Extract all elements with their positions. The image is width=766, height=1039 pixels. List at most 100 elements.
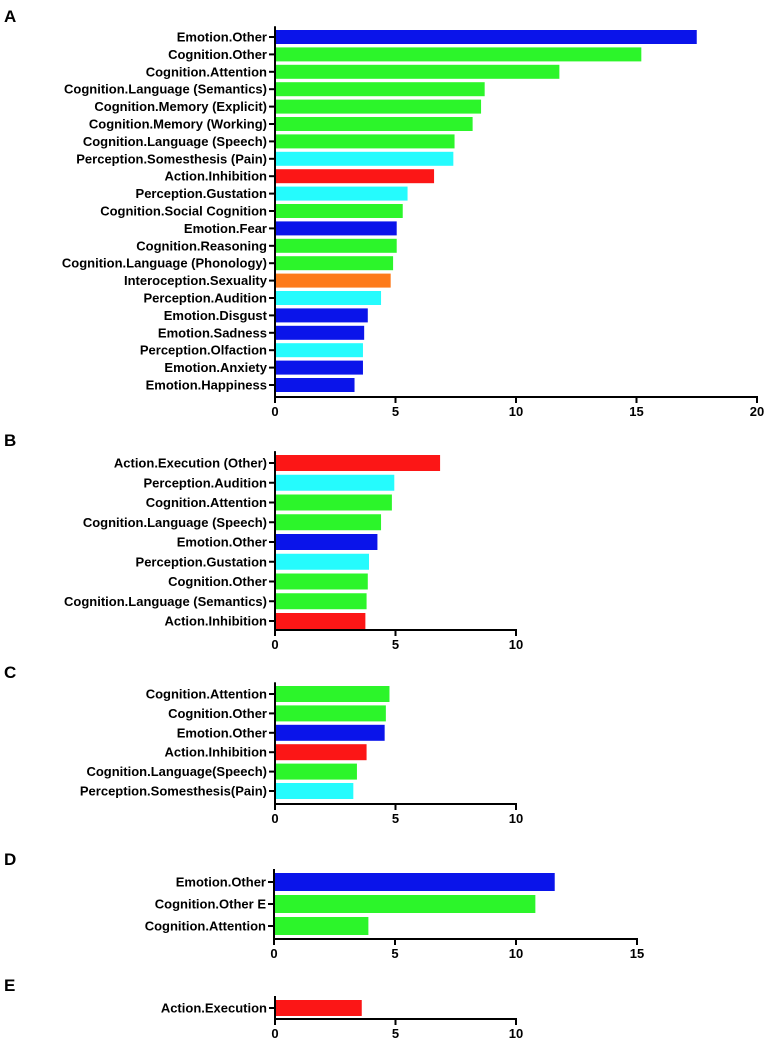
panel-a-bar-6 (275, 117, 473, 131)
panel-a-label-1: Emotion.Other (177, 30, 267, 45)
panel-b-bar-7 (275, 573, 368, 590)
panel-a-letter: A (4, 7, 16, 26)
panel-a-label-7: Cognition.Language (Speech) (83, 134, 267, 149)
panel-a-bar-20 (275, 360, 363, 375)
panel-a-bar-18 (275, 325, 365, 340)
panel-a-label-12: Emotion.Fear (184, 221, 267, 236)
panel-b-label-4: Cognition.Language (Speech) (83, 515, 267, 530)
panel-c-bar-4 (275, 744, 367, 761)
panel-a-xtick-label-4: 15 (629, 404, 643, 419)
panel-a-label-18: Emotion.Sadness (158, 325, 267, 340)
panel-b-bar-4 (275, 514, 382, 531)
panel-c-bar-2 (275, 705, 386, 722)
panel-b-bar-3 (275, 494, 392, 511)
panel-d-label-2: Cognition.Other E (155, 897, 267, 912)
panel-b-bar-5 (275, 534, 378, 550)
panel-b-label-2: Perception.Audition (144, 475, 268, 490)
panel-a-label-10: Perception.Gustation (136, 186, 268, 201)
panel-a-xtick-label-5: 20 (750, 404, 764, 419)
panel-a-bar-4 (275, 82, 485, 97)
panel-a-bar-9 (275, 169, 435, 184)
panel-b-label-7: Cognition.Other (168, 574, 267, 589)
panel-b-label-1: Action.Execution (Other) (114, 456, 267, 471)
panel-c-label-6: Perception.Somesthesis(Pain) (80, 784, 267, 799)
panel-c-label-3: Emotion.Other (177, 725, 267, 740)
panel-a-bar-2 (275, 47, 642, 62)
panel-e-xtick-label-1: 0 (271, 1026, 278, 1039)
panel-a-bar-7 (275, 134, 455, 149)
panel-d-label-1: Emotion.Other (176, 875, 266, 890)
panel-e-letter: E (4, 976, 15, 995)
panel-a-bar-3 (275, 64, 560, 79)
panel-a-bar-16 (275, 291, 382, 305)
panel-a-label-2: Cognition.Other (168, 47, 267, 62)
panel-b-bar-8 (275, 593, 367, 610)
panel-b-bar-2 (275, 474, 395, 491)
panel-a-label-8: Perception.Somesthesis (Pain) (76, 151, 267, 166)
panel-a-label-20: Emotion.Anxiety (164, 360, 267, 375)
panel-c-label-4: Action.Inhibition (164, 745, 267, 760)
panel-c-xtick-label-1: 0 (271, 811, 278, 826)
panel-a-label-13: Cognition.Reasoning (136, 238, 267, 253)
panel-d-xtick-label-3: 10 (509, 946, 523, 961)
panel-b-xtick-label-1: 0 (271, 637, 278, 652)
panel-a-bar-10 (275, 186, 408, 201)
panel-d-xtick-label-4: 15 (630, 946, 644, 961)
panel-a-label-16: Perception.Audition (144, 291, 268, 306)
panel-a-bar-11 (275, 204, 403, 218)
panel-b-label-8: Cognition.Language (Semantics) (64, 594, 267, 609)
panel-a-xtick-label-2: 5 (392, 404, 399, 419)
panel-a-label-3: Cognition.Attention (146, 64, 267, 79)
panel-a-bar-12 (275, 221, 397, 236)
panel-d-xtick-label-1: 0 (270, 946, 277, 961)
panel-c-xtick-label-3: 10 (509, 811, 523, 826)
panel-a-label-21: Emotion.Happiness (146, 378, 267, 393)
panel-c-label-1: Cognition.Attention (146, 687, 267, 702)
panel-a-bar-19 (275, 343, 363, 358)
panel-d-bar-3 (274, 917, 369, 935)
panel-a-xtick-label-1: 0 (271, 404, 278, 419)
panel-b-label-3: Cognition.Attention (146, 495, 267, 510)
panel-d-letter: D (4, 850, 16, 869)
panel-b-xtick-label-3: 10 (509, 637, 523, 652)
panel-d-label-3: Cognition.Attention (145, 919, 266, 934)
panel-a-label-14: Cognition.Language (Phonology) (62, 256, 267, 271)
panel-a-bar-21 (275, 378, 355, 392)
panel-e-label-1: Action.Execution (161, 1001, 267, 1016)
panel-a-bar-17 (275, 308, 368, 323)
panel-c-bar-1 (275, 686, 390, 702)
panel-b-label-9: Action.Inhibition (164, 614, 267, 629)
panel-b-bar-9 (275, 613, 366, 629)
panel-d-xtick-label-2: 5 (391, 946, 398, 961)
panel-d-bar-1 (274, 873, 555, 891)
panel-a-label-17: Emotion.Disgust (164, 308, 268, 323)
panel-d-bar-2 (274, 895, 536, 913)
panel-c-letter: C (4, 663, 16, 682)
panel-b-label-5: Emotion.Other (177, 535, 267, 550)
panel-a-bar-8 (275, 151, 454, 166)
panel-c-bar-5 (275, 763, 357, 780)
panel-c-bar-6 (275, 783, 354, 799)
panel-b-bar-6 (275, 553, 369, 570)
panel-b-label-6: Perception.Gustation (136, 554, 268, 569)
panel-e-xtick-label-2: 5 (392, 1026, 399, 1039)
panel-a-label-11: Cognition.Social Cognition (100, 204, 267, 219)
panel-a-label-19: Perception.Olfaction (140, 343, 267, 358)
panel-c-label-5: Cognition.Language(Speech) (86, 764, 267, 779)
panel-b-bar-1 (275, 455, 441, 471)
panel-e-bar-1 (275, 1000, 362, 1016)
panel-b-letter: B (4, 431, 16, 450)
panel-a-label-6: Cognition.Memory (Working) (89, 117, 267, 132)
panel-a-label-5: Cognition.Memory (Explicit) (94, 99, 267, 114)
panel-a-label-15: Interoception.Sexuality (124, 273, 268, 288)
panel-a-bar-14 (275, 256, 394, 271)
panel-a-bar-1 (275, 30, 697, 44)
panel-a-xtick-label-3: 10 (509, 404, 523, 419)
panel-a-label-4: Cognition.Language (Semantics) (64, 82, 267, 97)
panel-a-label-9: Action.Inhibition (164, 169, 267, 184)
panel-e-xtick-label-3: 10 (509, 1026, 523, 1039)
panel-b-xtick-label-2: 5 (392, 637, 399, 652)
panel-c-label-2: Cognition.Other (168, 706, 267, 721)
panel-c-xtick-label-2: 5 (392, 811, 399, 826)
